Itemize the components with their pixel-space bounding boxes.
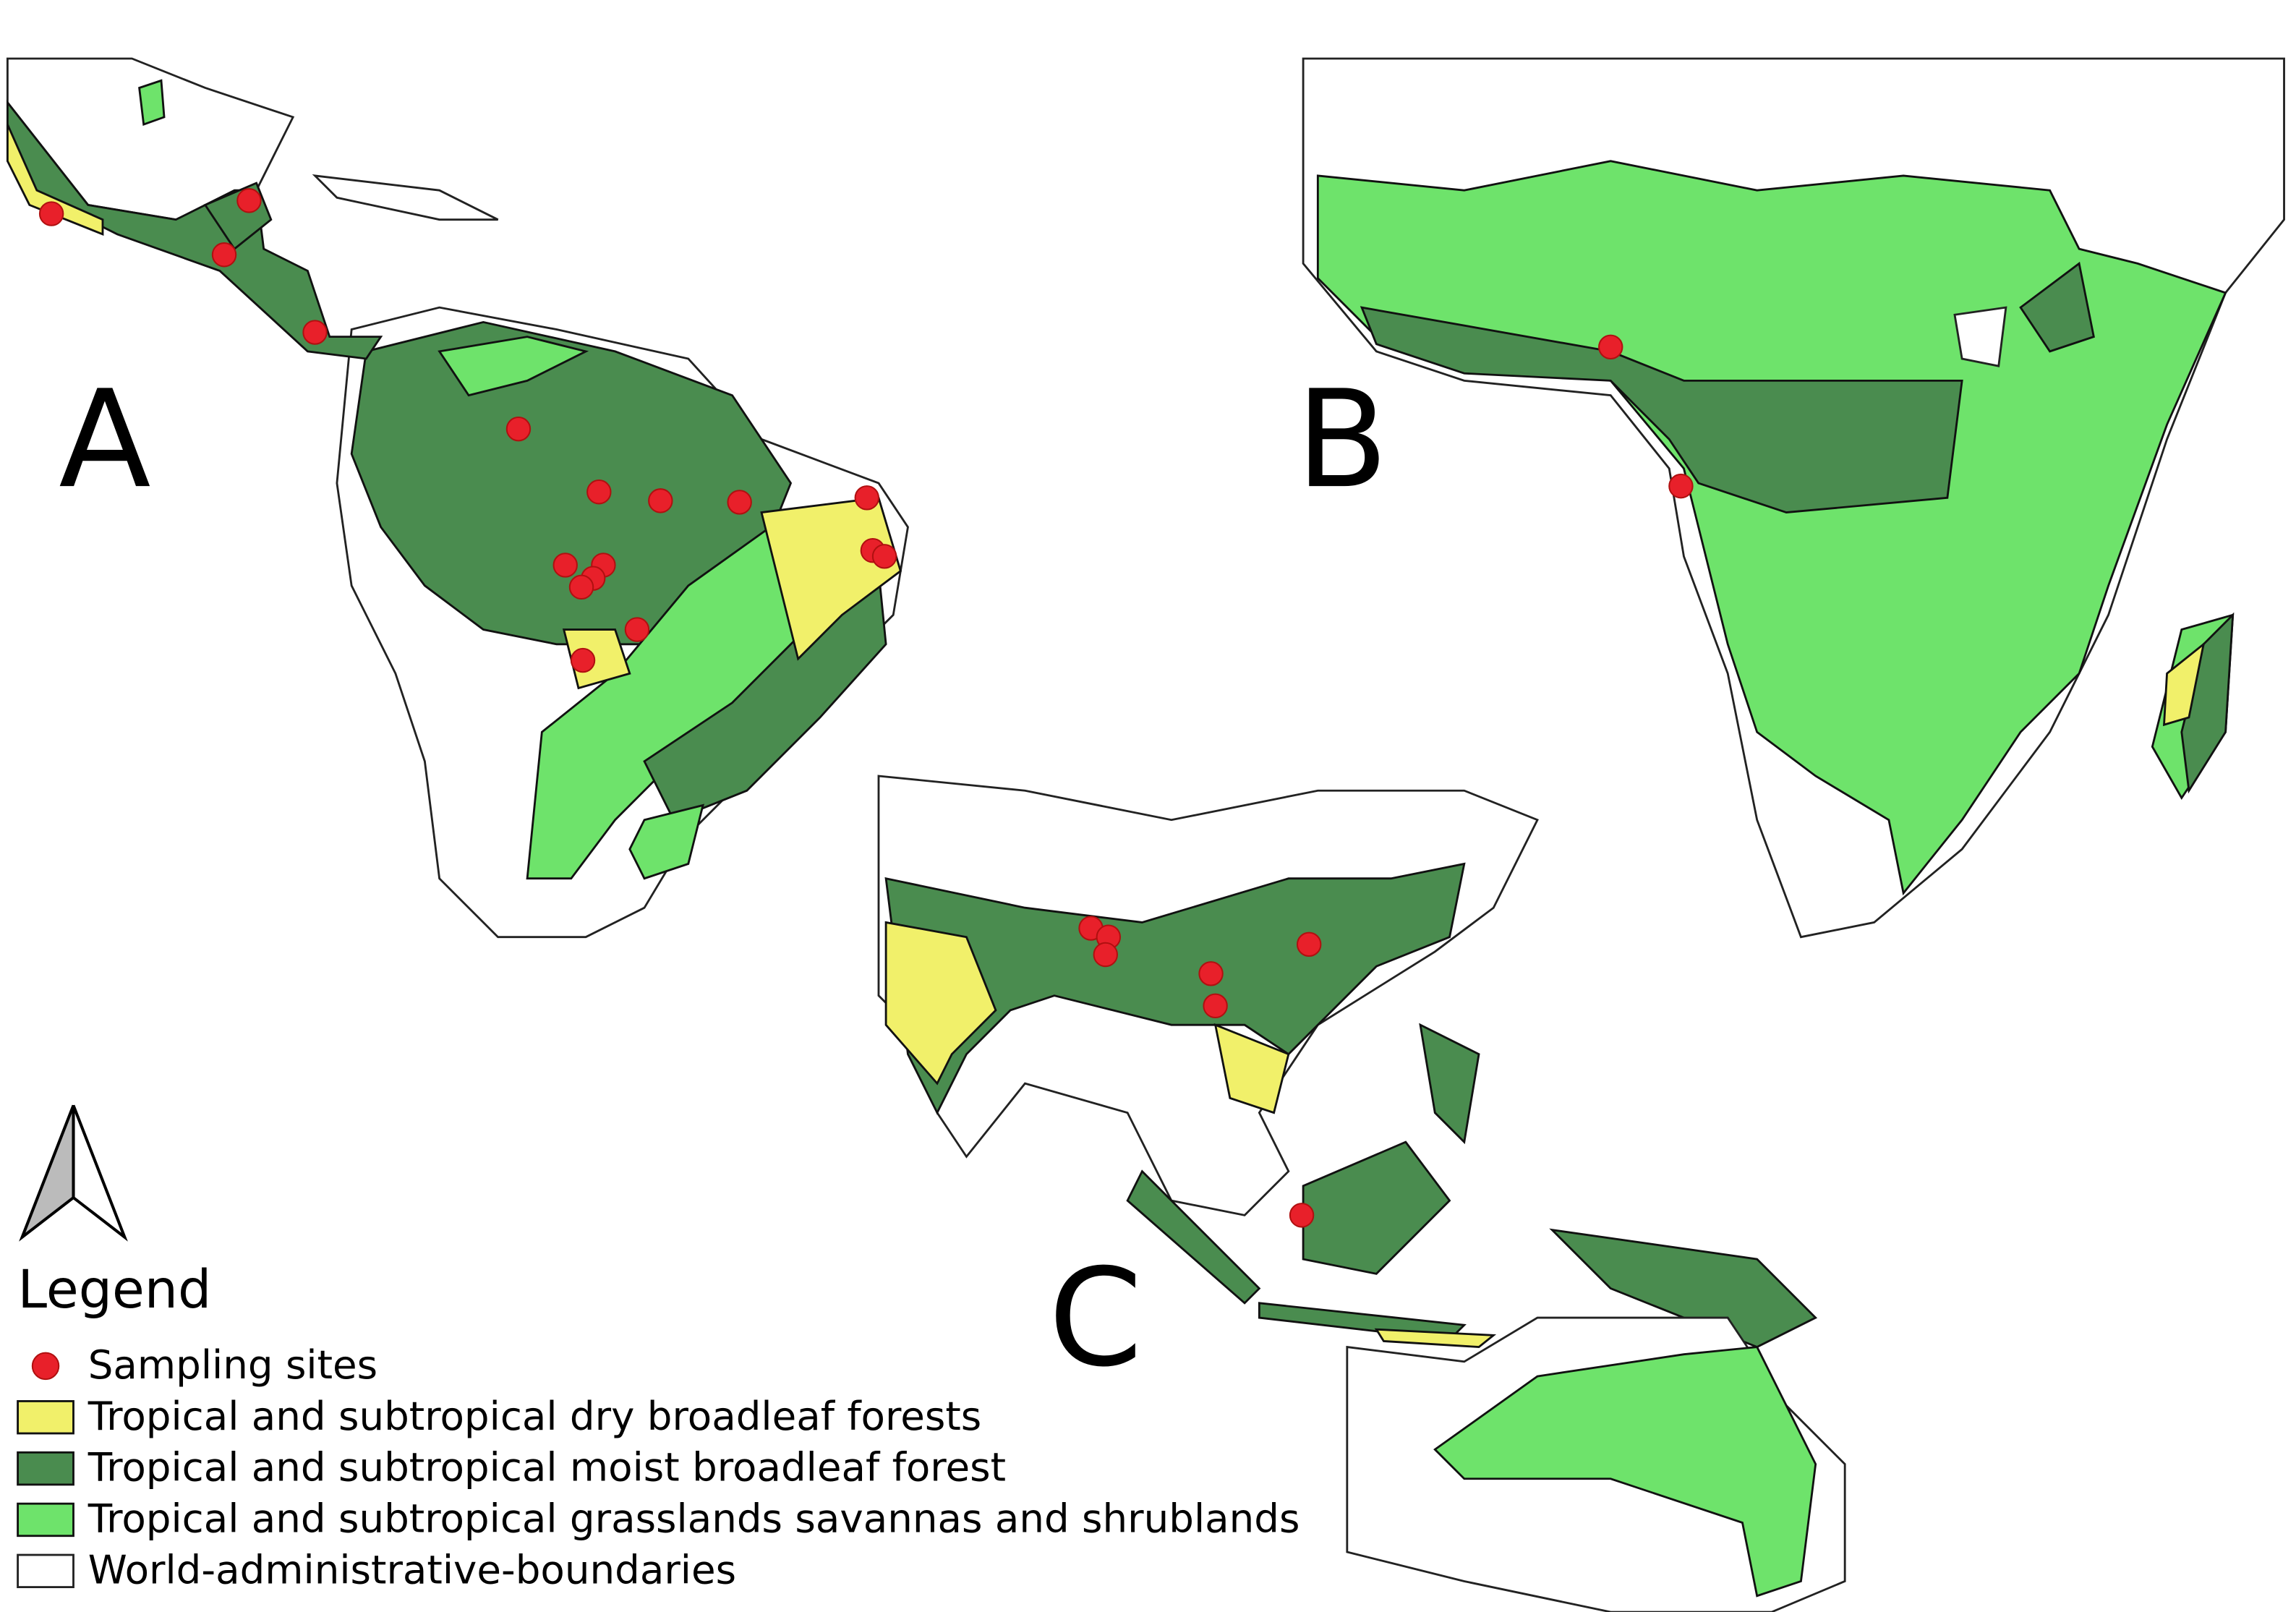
land <box>1953 306 2007 367</box>
legend-label: Tropical and subtropical grasslands sava… <box>88 1496 1300 1542</box>
site <box>211 242 237 268</box>
site <box>1296 931 1322 958</box>
site <box>1198 961 1224 986</box>
site <box>1668 473 1694 499</box>
site <box>648 488 673 513</box>
sampling-sites <box>38 188 1694 1228</box>
legend-label: Sampling sites <box>88 1342 377 1388</box>
island <box>312 174 499 221</box>
dry-forest <box>2162 641 2206 727</box>
site <box>236 188 262 213</box>
moist-forest <box>1360 306 1963 514</box>
site <box>624 617 650 642</box>
site <box>38 201 64 226</box>
legend-label: Tropical and subtropical dry broadleaf f… <box>88 1393 982 1439</box>
site <box>854 485 879 511</box>
site <box>302 320 328 345</box>
panel-asia <box>877 775 1846 1612</box>
site <box>505 416 532 442</box>
site <box>871 544 897 569</box>
dry-forest <box>1374 1328 1497 1349</box>
legend-swatch <box>31 1352 60 1381</box>
dry-forest <box>1213 1023 1290 1114</box>
legend-swatch <box>17 1400 74 1435</box>
moist-forest <box>2019 261 2095 353</box>
panel-africa <box>1302 57 2285 939</box>
north-arrow <box>19 1104 128 1242</box>
site <box>727 490 752 515</box>
site <box>570 647 596 673</box>
legend-swatch <box>17 1451 74 1486</box>
site <box>552 553 578 578</box>
legend-label: World-administrative-boundaries <box>88 1546 736 1592</box>
legend-label: Tropical and subtropical moist broadleaf… <box>88 1444 1006 1491</box>
legend-swatch <box>17 1502 74 1538</box>
moist-forest <box>884 862 1466 1115</box>
site <box>1093 942 1118 968</box>
site <box>1598 334 1623 360</box>
site <box>586 479 612 505</box>
legend-swatch <box>17 1553 74 1589</box>
dry-forest <box>884 921 997 1086</box>
site <box>1203 993 1228 1019</box>
moist-forest <box>1549 1228 1818 1349</box>
legend-title: Legend <box>18 1259 212 1321</box>
site <box>1289 1203 1315 1228</box>
moist-forest <box>1302 1140 1451 1275</box>
panel-label: C <box>1049 1240 1143 1396</box>
site <box>568 574 594 600</box>
moist-forest <box>1126 1169 1261 1305</box>
panel-label: A <box>59 361 150 518</box>
grassland <box>138 79 166 127</box>
moist-forest <box>643 568 887 822</box>
moist-forest <box>1419 1023 1480 1145</box>
panel-label: B <box>1296 361 1388 518</box>
legend: Legend Sampling sites Tropical and subtr… <box>17 1259 1300 1592</box>
grassland <box>628 803 704 880</box>
panel-americas <box>6 57 909 939</box>
grassland <box>438 336 589 397</box>
grassland <box>1433 1346 1817 1598</box>
